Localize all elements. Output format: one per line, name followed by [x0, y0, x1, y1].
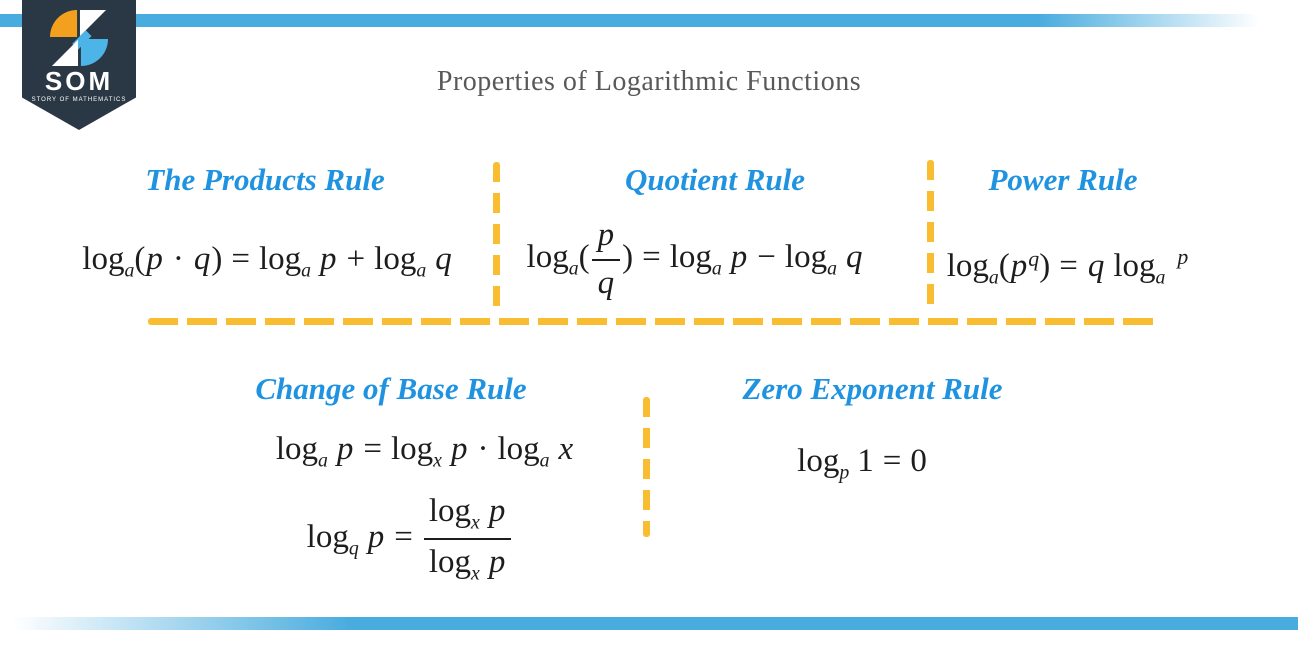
formula-power: loga(pq) = q logap [946, 245, 1189, 289]
rule-title-power: Power Rule [988, 162, 1138, 197]
formula-change-of-base-2: logq p = logx p logx p [245, 492, 575, 587]
top-accent-bar [0, 14, 1298, 27]
rule-title-change-of-base: Change of Base Rule [255, 371, 527, 406]
rule-title-products: The Products Rule [145, 162, 385, 197]
logo-tagline: STORY OF MATHEMATICS [31, 97, 127, 103]
formula-products: loga(p · q) = loga p + loga q [82, 241, 452, 282]
formula-change-of-base-1: loga p = logx p · loga x [275, 431, 574, 472]
rule-title-zero-exponent: Zero Exponent Rule [742, 371, 1003, 406]
som-pinwheel-icon [50, 9, 108, 67]
formula-zero-exponent: logp 1 = 0 [797, 443, 927, 484]
page-title: Properties of Logarithmic Functions [436, 66, 862, 97]
logo-wordmark: SOM [44, 66, 114, 96]
formula-quotient: loga(p q) = loga p − loga q [526, 217, 863, 301]
rule-title-quotient: Quotient Rule [624, 162, 805, 197]
bottom-accent-bar [0, 617, 1298, 630]
dashed-separator-vertical-3 [643, 397, 650, 537]
dashed-separator-vertical-2 [927, 160, 934, 308]
dashed-separator-vertical-1 [493, 162, 500, 308]
som-logo-badge: SOM STORY OF MATHEMATICS [22, 0, 136, 130]
dashed-separator-horizontal [148, 318, 1156, 325]
